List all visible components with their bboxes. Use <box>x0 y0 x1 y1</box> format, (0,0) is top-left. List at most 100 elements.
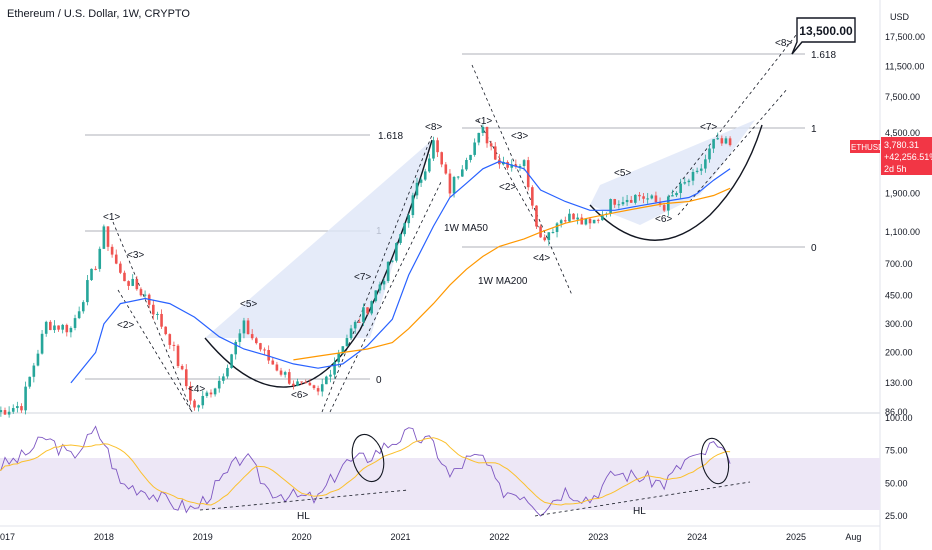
candle-body <box>259 343 262 350</box>
candle <box>184 364 188 390</box>
candle-body <box>683 182 687 184</box>
candle-body <box>432 140 435 159</box>
candle-body <box>411 195 415 216</box>
candle-body <box>28 376 32 387</box>
candle <box>370 300 373 316</box>
candle <box>469 154 472 163</box>
candle <box>160 309 163 330</box>
rounded-bottom-curve-b <box>589 124 763 241</box>
candle <box>197 404 200 412</box>
candle <box>555 222 559 238</box>
candle <box>209 389 213 398</box>
candle-body <box>395 242 398 261</box>
target-callout-text: 13,500.00 <box>799 24 853 38</box>
candle-body <box>473 142 476 155</box>
candles <box>0 124 732 418</box>
candle-body <box>73 318 77 328</box>
candle <box>728 136 732 147</box>
price-tick-label: 17,500.00 <box>885 32 925 42</box>
candle-body <box>275 364 279 371</box>
candle-body <box>135 278 139 290</box>
candle-body <box>580 217 584 225</box>
candle <box>250 329 254 341</box>
candle <box>535 205 538 230</box>
candle <box>506 160 509 170</box>
wave-label: <5> <box>614 168 631 179</box>
candle-body <box>90 268 93 281</box>
candle-body <box>699 168 703 171</box>
price-tick-label: 450.00 <box>885 290 913 300</box>
target-callout[interactable]: 13,500.00 <box>791 17 856 55</box>
candle-body <box>584 218 588 225</box>
candle-body <box>436 140 439 153</box>
candle <box>316 385 320 396</box>
candle-body <box>217 380 221 389</box>
candle-body <box>460 169 464 177</box>
fib-label: 0 <box>811 243 817 254</box>
price-tick-label: 200.00 <box>885 347 913 357</box>
candle-body <box>370 301 373 314</box>
candle-body <box>69 327 73 333</box>
candle-body <box>469 154 472 161</box>
candle <box>423 168 427 182</box>
candle-body <box>102 226 106 249</box>
candle-body <box>366 307 369 314</box>
candle-body <box>213 388 217 395</box>
candle <box>98 246 102 272</box>
candle <box>588 217 592 229</box>
candle <box>222 373 225 384</box>
candle <box>662 202 666 212</box>
candle-body <box>337 353 341 363</box>
candle-body <box>518 165 522 167</box>
fib-label: 0 <box>376 375 382 386</box>
candle <box>44 320 48 337</box>
candle-body <box>180 365 184 370</box>
candle <box>460 165 464 177</box>
candle <box>57 325 60 332</box>
time-tick-label: 2024 <box>687 532 707 542</box>
candle <box>675 191 678 197</box>
candle <box>349 324 353 341</box>
candle-body <box>287 372 291 384</box>
candle <box>333 357 336 379</box>
candle-body <box>81 302 85 312</box>
candle <box>123 270 126 282</box>
candle-body <box>222 376 225 381</box>
candle <box>81 300 85 314</box>
candle <box>547 232 551 246</box>
candle-body <box>671 195 674 197</box>
candle <box>73 314 77 331</box>
candle-body <box>691 172 695 181</box>
candle <box>0 406 3 417</box>
candle-body <box>617 204 621 206</box>
candle-body <box>234 341 238 355</box>
candle-body <box>320 384 324 392</box>
candle <box>625 194 629 206</box>
candle-body <box>131 278 135 286</box>
candle <box>403 222 406 237</box>
candle-body <box>172 344 176 346</box>
ma50-line <box>70 160 731 384</box>
candle-body <box>712 139 715 149</box>
candle <box>263 347 266 356</box>
time-axis[interactable]: 2017 2018 2019 2020 2021 2022 2023 2024 2025 Aug <box>0 532 861 542</box>
candle <box>629 195 633 203</box>
candle <box>3 407 7 415</box>
time-tick-label: 2020 <box>292 532 312 542</box>
wave-label: <1> <box>103 212 120 223</box>
rsi-circle <box>351 433 385 483</box>
trend-line <box>677 87 789 216</box>
candle <box>325 375 328 385</box>
candle <box>695 167 699 174</box>
candle-body <box>24 386 27 411</box>
candle-body <box>596 219 600 221</box>
candle-body <box>358 321 361 323</box>
candle-body <box>176 345 180 366</box>
candle-body <box>576 217 579 220</box>
candle <box>320 378 324 397</box>
candle <box>592 219 596 224</box>
candle <box>40 329 44 355</box>
candle-body <box>679 183 682 193</box>
candle-body <box>333 362 336 375</box>
